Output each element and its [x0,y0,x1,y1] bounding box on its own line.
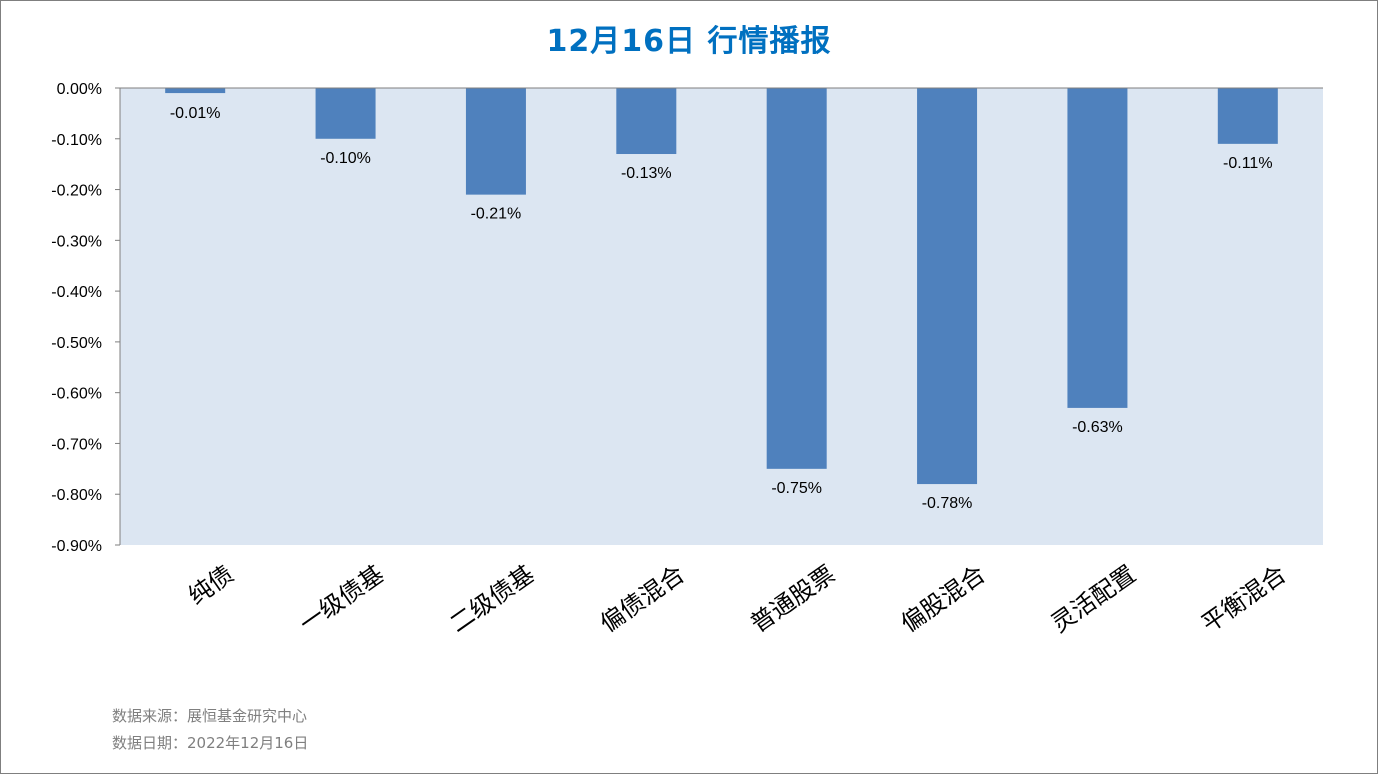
bar [1217,88,1278,144]
y-tick-label: -0.60% [51,386,102,403]
y-tick-label: 0.00% [57,81,102,98]
data-label: -0.01% [170,105,221,122]
plot-area [120,88,1323,545]
y-tick-label: -0.20% [51,183,102,200]
x-tick-label: 偏债混合 [595,560,690,638]
data-label: -0.11% [1223,155,1273,172]
y-tick-label: -0.50% [51,335,102,352]
x-axis: 纯债 一级债基 二级债基 偏债混合 普通股票 偏股混合 灵活配置 平衡混合 [183,560,1291,638]
x-tick-label: 二级债基 [445,560,540,638]
bar [917,88,978,485]
x-tick-label: 纯债 [183,560,238,610]
data-source: 数据来源：展恒基金研究中心 [112,707,308,725]
data-label: -0.10% [320,150,371,167]
x-tick-label: 一级债基 [294,560,389,638]
x-tick-label: 偏股混合 [896,560,991,638]
x-tick-label: 平衡混合 [1197,560,1292,638]
data-labels-group: -0.01% -0.10% -0.21% -0.13% -0.75% -0.78% -0.6… [170,105,1273,512]
y-tick-label: -0.90% [51,538,102,555]
bar [1067,88,1128,408]
y-axis: 0.00% -0.10% -0.20% -0.30% -0.40% -0.50% -0.60… [51,81,1323,555]
y-tick-label: -0.30% [51,233,102,250]
y-tick-label: -0.10% [51,132,102,149]
y-tick-label: -0.80% [51,487,102,504]
data-label: -0.75% [771,480,822,497]
bar [766,88,827,469]
data-label: -0.21% [471,206,522,223]
bars-group [165,88,1278,485]
bar [165,88,226,94]
bar [465,88,526,195]
chart-title: 12月16日 行情播报 [546,24,832,59]
data-label: -0.63% [1072,419,1123,436]
data-label: -0.78% [922,495,973,512]
x-tick-label: 灵活配置 [1046,560,1141,638]
data-label: -0.13% [621,165,672,182]
y-tick-label: -0.70% [51,436,102,453]
bar [315,88,376,139]
y-tick-label: -0.40% [51,284,102,301]
bar [616,88,677,155]
x-tick-label: 普通股票 [745,560,840,638]
data-date: 数据日期：2022年12月16日 [112,734,309,752]
